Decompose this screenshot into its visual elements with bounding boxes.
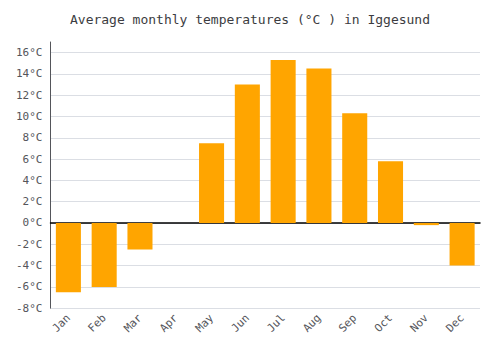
svg-text:2°C: 2°C: [23, 195, 43, 208]
svg-text:Apr: Apr: [157, 311, 180, 334]
svg-text:Feb: Feb: [86, 312, 109, 335]
svg-text:-4°C: -4°C: [16, 259, 43, 272]
svg-text:4°C: 4°C: [23, 174, 43, 187]
svg-text:16°C: 16°C: [16, 46, 43, 59]
svg-text:Jun: Jun: [229, 312, 252, 335]
svg-text:6°C: 6°C: [23, 153, 43, 166]
svg-text:May: May: [193, 311, 216, 334]
svg-text:-8°C: -8°C: [16, 302, 43, 315]
svg-text:Nov: Nov: [408, 311, 431, 334]
svg-text:12°C: 12°C: [16, 89, 43, 102]
svg-text:0°C: 0°C: [23, 216, 43, 229]
svg-text:10°C: 10°C: [16, 110, 43, 123]
svg-text:Sep: Sep: [336, 312, 359, 335]
svg-text:-6°C: -6°C: [16, 280, 43, 293]
svg-text:Jul: Jul: [265, 312, 288, 335]
svg-text:14°C: 14°C: [16, 67, 43, 80]
svg-text:Mar: Mar: [121, 311, 144, 334]
svg-text:Jan: Jan: [50, 312, 73, 335]
svg-text:Dec: Dec: [443, 312, 466, 335]
svg-text:Average monthly temperatures (: Average monthly temperatures (°C ) in Ig…: [70, 12, 430, 27]
svg-text:Oct: Oct: [372, 312, 395, 335]
svg-text:8°C: 8°C: [23, 131, 43, 144]
svg-text:-2°C: -2°C: [16, 238, 43, 251]
svg-text:Aug: Aug: [300, 312, 323, 335]
